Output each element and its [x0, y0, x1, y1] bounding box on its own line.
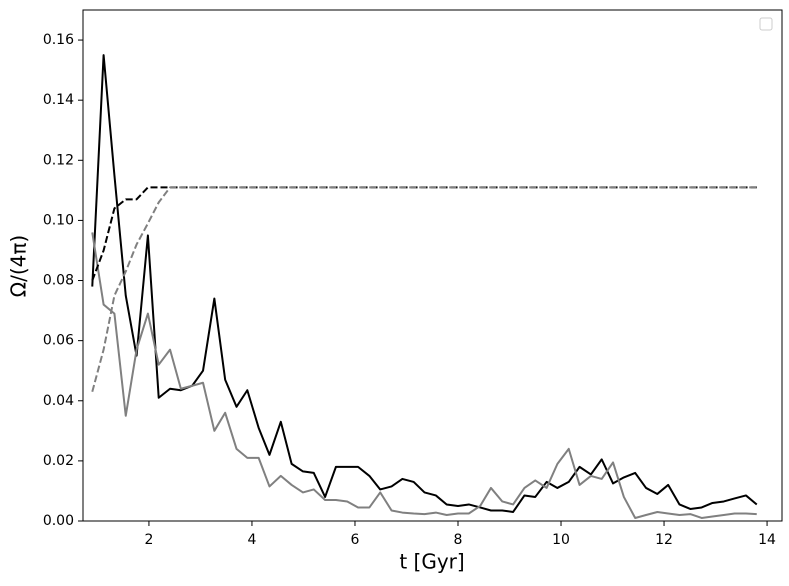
x-tick-label: 2 — [144, 532, 153, 548]
x-tick-label: 12 — [655, 532, 673, 548]
x-tick-label: 4 — [247, 532, 256, 548]
x-tick-label: 10 — [552, 532, 570, 548]
series-line — [91, 186, 757, 281]
y-tick-label: 0.04 — [43, 393, 74, 409]
series-line — [91, 54, 758, 513]
plot-frame — [82, 9, 783, 522]
x-tick-label: 6 — [351, 532, 360, 548]
series-line — [91, 186, 757, 393]
y-tick-label: 0.14 — [43, 92, 74, 108]
y-axis-label: Ω/(4π) — [7, 235, 31, 297]
y-tick-label: 0.12 — [43, 152, 74, 168]
x-tick-label: 8 — [454, 532, 463, 548]
x-tick-label: 14 — [758, 532, 776, 548]
legend-box — [759, 17, 773, 31]
y-tick-label: 0.02 — [43, 453, 74, 469]
y-tick-label: 0.00 — [43, 513, 74, 529]
y-tick-label: 0.10 — [43, 212, 74, 228]
x-axis-label: t [Gyr] — [399, 550, 464, 574]
series-line — [91, 232, 757, 519]
y-tick-label: 0.06 — [43, 333, 74, 349]
y-tick-label: 0.16 — [43, 32, 74, 48]
y-tick-label: 0.08 — [43, 273, 74, 289]
